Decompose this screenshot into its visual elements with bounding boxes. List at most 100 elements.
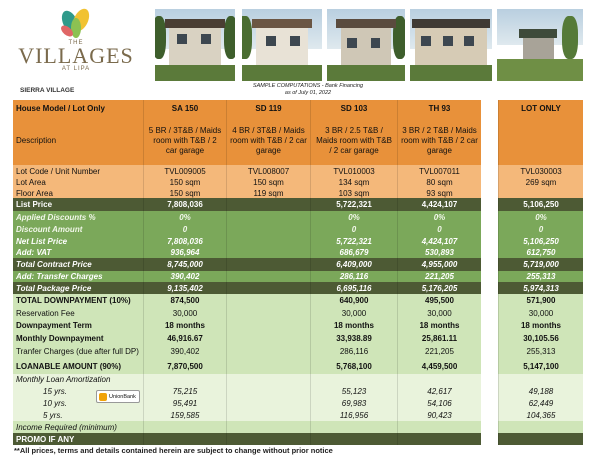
column-gap	[484, 177, 498, 188]
row-label: Description	[13, 116, 143, 165]
table-cell: 0	[498, 224, 583, 235]
table-cell	[226, 224, 310, 235]
house-photo-sd119	[242, 9, 322, 81]
row-label: Tranfer Charges (due after full DP)	[13, 345, 143, 358]
table-cell: 18 months	[397, 319, 481, 332]
column-gap	[484, 258, 498, 271]
column-gap	[484, 116, 498, 165]
unionbank-mark-icon	[99, 392, 107, 401]
table-cell: 4,424,107	[397, 235, 481, 247]
row-label: Monthly Loan Amortization	[13, 374, 143, 385]
table-cell: 874,500	[143, 294, 226, 307]
column-header: SD 119	[226, 100, 310, 116]
table-cell	[226, 345, 310, 358]
table-row: 15 yrs. 75,215 55,123 42,617 49,188	[13, 385, 583, 397]
table-row: Reservation Fee 30,000 30,000 30,000 30,000	[13, 307, 583, 319]
row-label: Net List Price	[13, 235, 143, 247]
table-cell: 4,955,000	[397, 258, 481, 271]
column-gap	[484, 188, 498, 198]
table-cell: 390,402	[143, 271, 226, 282]
project-name: SIERRA VILLAGE	[20, 87, 75, 94]
table-cell: 4 BR / 3T&B / Maids room with T&B / 2 ca…	[226, 116, 310, 165]
row-label: Lot Area	[13, 177, 143, 188]
table-cell: TVL030003	[498, 165, 583, 177]
table-cell: 5,106,250	[498, 198, 583, 211]
table-cell: 18 months	[143, 319, 226, 332]
row-label: Add: Transfer Charges	[13, 271, 143, 282]
column-gap	[484, 282, 498, 294]
table-cell	[226, 385, 310, 397]
table-cell	[498, 433, 583, 445]
column-header: SD 103	[310, 100, 397, 116]
table-row: LOANABLE AMOUNT (90%) 7,870,500 5,768,100 4…	[13, 358, 583, 374]
table-cell: 69,983	[310, 397, 397, 409]
subtitle-line-2: as of July 01, 2022	[284, 90, 332, 96]
sample-computation-note: SAMPLE COMPUTATIONS - Bank Financing as …	[228, 83, 388, 97]
table-cell: 0	[310, 224, 397, 235]
table-cell: 255,313	[498, 271, 583, 282]
row-label: Total Package Price	[13, 282, 143, 294]
table-cell: 5 BR / 3T&B / Maids room with T&B / 2 ca…	[143, 116, 226, 165]
table-cell: 0%	[498, 211, 583, 224]
table-cell: 93 sqm	[397, 188, 481, 198]
table-cell: 150 sqm	[143, 188, 226, 198]
table-row: Add: VAT 936,964 686,679 530,893 612,750	[13, 247, 583, 258]
table-cell: 30,000	[498, 307, 583, 319]
table-cell: 936,964	[143, 247, 226, 258]
table-cell: 3 BR / 2.5 T&B / Maids room with T&B / 2…	[310, 116, 397, 165]
table-cell: 4,459,500	[397, 358, 481, 374]
table-cell: 55,123	[310, 385, 397, 397]
column-gap	[484, 332, 498, 345]
table-cell: TVL007011	[397, 165, 481, 177]
table-cell: 6,409,000	[310, 258, 397, 271]
column-gap	[484, 247, 498, 258]
table-cell: 42,617	[397, 385, 481, 397]
table-cell: 150 sqm	[143, 177, 226, 188]
table-cell: 0%	[397, 211, 481, 224]
table-row: Total Contract Price 8,745,000 6,409,000 4,…	[13, 258, 583, 271]
table-cell: 640,900	[310, 294, 397, 307]
table-cell	[397, 421, 481, 433]
column-gap	[484, 235, 498, 247]
brand-name: VILLAGES	[18, 43, 134, 68]
table-cell: 46,916.67	[143, 332, 226, 345]
table-cell	[226, 358, 310, 374]
table-row: Tranfer Charges (due after full DP) 390,4…	[13, 345, 583, 358]
table-cell: 49,188	[498, 385, 583, 397]
row-label: Applied Discounts %	[13, 211, 143, 224]
table-cell: 0%	[310, 211, 397, 224]
table-cell	[397, 374, 481, 385]
table-cell: 221,205	[397, 345, 481, 358]
column-gap	[484, 294, 498, 307]
table-cell	[498, 188, 583, 198]
lot-photo	[497, 9, 583, 81]
table-cell	[226, 397, 310, 409]
column-header-label: House Model / Lot Only	[13, 100, 143, 116]
table-row: PROMO IF ANY	[13, 433, 583, 445]
column-gap	[484, 198, 498, 211]
table-row: Net List Price 7,808,036 5,722,321 4,424,10…	[13, 235, 583, 247]
row-label: List Price	[13, 198, 143, 211]
row-label: Monthly Downpayment	[13, 332, 143, 345]
table-row: List Price 7,808,036 5,722,321 4,424,107 5,1…	[13, 198, 583, 211]
table-cell: 134 sqm	[310, 177, 397, 188]
table-cell: 80 sqm	[397, 177, 481, 188]
table-cell: 90,423	[397, 409, 481, 421]
table-cell: 30,000	[397, 307, 481, 319]
column-gap	[484, 433, 498, 445]
row-label: Downpayment Term	[13, 319, 143, 332]
table-cell: 286,116	[310, 345, 397, 358]
table-cell: 18 months	[310, 319, 397, 332]
table-cell: 7,808,036	[143, 235, 226, 247]
column-gap	[484, 409, 498, 421]
column-gap	[484, 358, 498, 374]
table-cell: 221,205	[397, 271, 481, 282]
table-cell	[310, 433, 397, 445]
table-row: Add: Transfer Charges 390,402 286,116 221,2…	[13, 271, 583, 282]
table-cell: 390,402	[143, 345, 226, 358]
table-cell	[226, 421, 310, 433]
table-cell	[226, 374, 310, 385]
table-cell	[226, 332, 310, 345]
table-cell: 25,861.11	[397, 332, 481, 345]
leaf-logo-icon	[61, 8, 90, 38]
